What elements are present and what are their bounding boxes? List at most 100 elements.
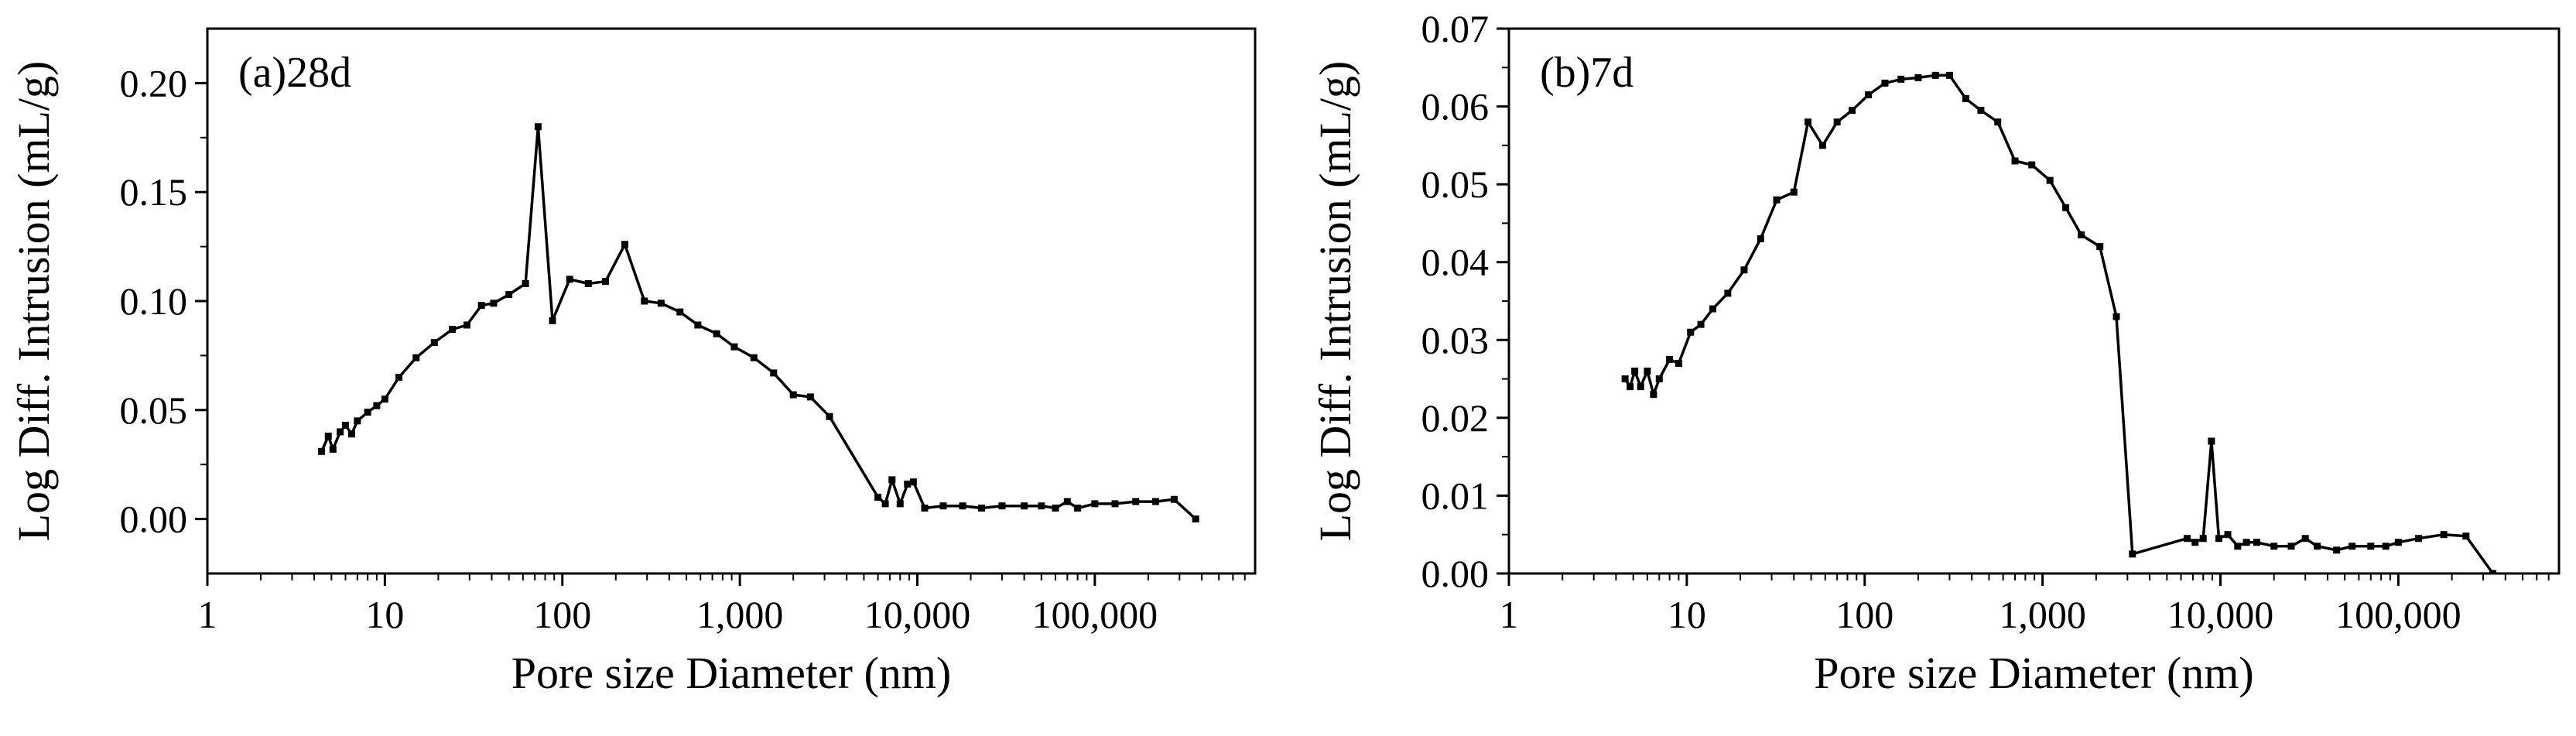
data-point [2382, 543, 2390, 550]
data-group [318, 123, 1199, 523]
data-point [1945, 71, 1953, 79]
data-point [896, 500, 904, 508]
data-point [1790, 188, 1798, 196]
y-tick-label: 0.05 [120, 389, 188, 432]
data-point [770, 369, 778, 377]
data-point [1977, 107, 1985, 115]
data-point [1621, 375, 1629, 383]
data-point [2129, 550, 2136, 558]
data-point [477, 302, 485, 310]
data-point [549, 317, 556, 324]
x-tick-label: 10,000 [2167, 593, 2274, 636]
data-point [490, 300, 498, 307]
data-point [2253, 539, 2260, 546]
data-point [730, 343, 738, 351]
x-tick-label: 100 [1835, 593, 1894, 636]
x-axis-label: Pore size Diameter (nm) [1814, 648, 2254, 698]
data-point [412, 354, 420, 361]
data-point [676, 308, 684, 316]
data-point [921, 505, 929, 512]
data-point [584, 279, 592, 287]
data-point [341, 422, 349, 430]
data-point [1865, 91, 1873, 98]
x-tick-label: 1,000 [696, 593, 784, 636]
data-point [1111, 500, 1119, 508]
data-point [347, 430, 355, 438]
data-point [977, 505, 985, 512]
data-point [2046, 176, 2054, 184]
x-tick-label: 1,000 [1999, 593, 2086, 636]
data-point [694, 321, 702, 329]
data-point [1994, 118, 2002, 126]
x-tick-label: 100 [533, 593, 591, 636]
data-point [373, 402, 381, 409]
x-tick-label: 1 [198, 593, 217, 636]
data-point [939, 502, 947, 510]
data-point [1170, 495, 1178, 503]
data-point [1697, 320, 1705, 328]
data-point [806, 393, 814, 401]
data-point [998, 502, 1006, 510]
y-tick-label: 0.05 [1421, 163, 1490, 206]
data-point [1091, 500, 1099, 508]
data-point [2440, 531, 2448, 539]
data-point [1074, 505, 1082, 512]
data-point [318, 447, 326, 455]
data-point [1931, 71, 1939, 79]
data-point [2208, 437, 2215, 445]
data-point [1818, 142, 1826, 149]
x-tick-label: 10 [365, 593, 404, 636]
panel-a: 1 10 100 1,000 10,000 100,000 0.00 0.05 0.10 0.15… [9, 27, 1257, 698]
y-tick-label: 0.01 [1421, 474, 1490, 517]
data-point [2011, 157, 2019, 165]
data-point [909, 478, 917, 486]
y-axis-label: Log Diff. Intrusion (mL/g) [1310, 61, 1360, 542]
data-point [2224, 531, 2232, 539]
data-point [1709, 305, 1716, 313]
data-point [2301, 535, 2309, 543]
data-point [430, 339, 438, 347]
data-group [1621, 71, 2497, 573]
data-point [750, 354, 758, 361]
y-tick-label: 0.15 [120, 170, 188, 214]
data-point [2415, 535, 2423, 543]
y-tick-label: 0.00 [1421, 552, 1490, 595]
data-point [959, 502, 966, 510]
data-point [1644, 368, 1651, 375]
plot-frame [206, 27, 1257, 575]
y-tick-label: 0.20 [120, 61, 188, 104]
plot-frame [1507, 27, 2561, 575]
data-point [2489, 570, 2497, 573]
data-point [2234, 543, 2242, 550]
x-axis-label: Pore size Diameter (nm) [511, 648, 952, 698]
data-point [1063, 498, 1071, 505]
data-point [1773, 196, 1781, 204]
data-point [2062, 204, 2070, 211]
x-tick-label: 100,000 [1032, 593, 1158, 636]
data-point [2215, 535, 2223, 543]
data-point [2314, 543, 2321, 550]
data-point [1804, 118, 1811, 126]
x-tick-label: 1 [1500, 593, 1519, 636]
data-point [1650, 391, 1657, 399]
data-point [1627, 383, 1634, 391]
data-point [1833, 118, 1841, 126]
data-point [1192, 515, 1199, 523]
data-point [534, 123, 542, 131]
series-line [1623, 74, 2495, 573]
series-line [320, 125, 1197, 520]
y-tick-label: 0.02 [1421, 396, 1490, 440]
data-point [2242, 539, 2250, 546]
data-point [1962, 95, 1969, 103]
data-point [463, 321, 470, 329]
panel-b: 1 10 100 1,000 10,000 100,000 0.00 0.01 0.02 0.03… [1310, 7, 2561, 698]
data-point [1666, 355, 1674, 363]
x-tick-label: 10 [1668, 593, 1706, 636]
data-point [1757, 235, 1764, 243]
data-point [2462, 532, 2470, 540]
data-point [1675, 359, 1682, 367]
panel-label: (a)28d [238, 49, 351, 97]
data-point [1914, 74, 1922, 81]
data-point [2349, 543, 2356, 550]
